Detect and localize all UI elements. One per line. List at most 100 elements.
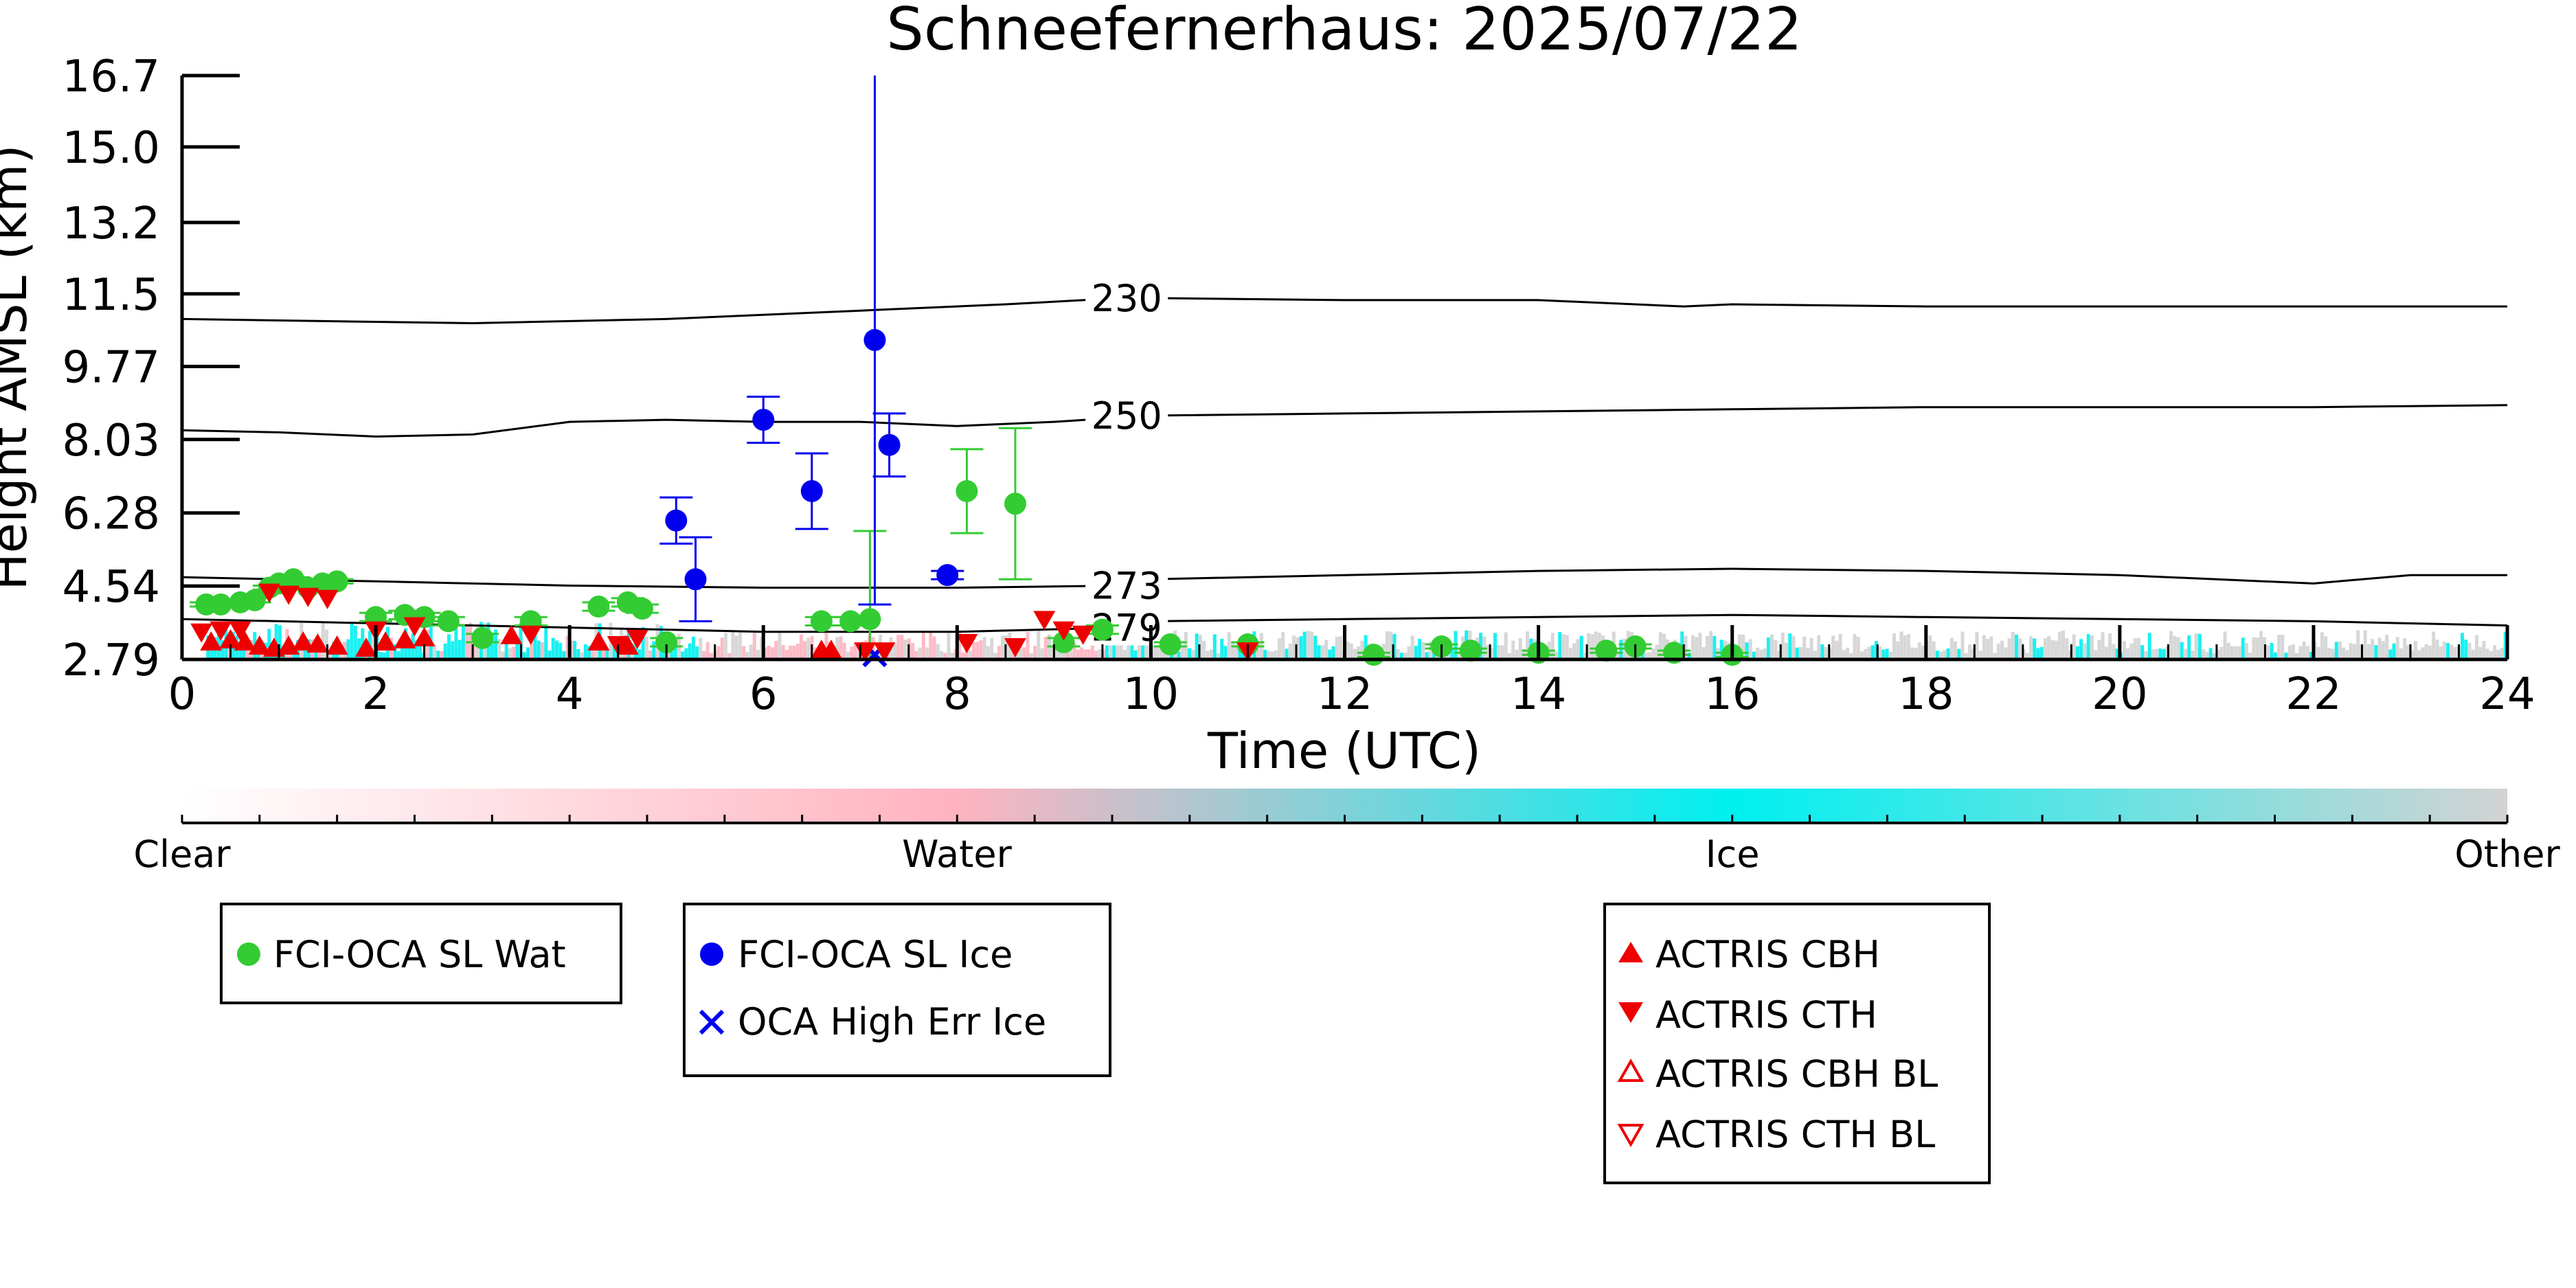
profile-strip <box>2180 642 2184 659</box>
profile-strip <box>2079 639 2083 659</box>
profile-strip <box>2018 638 2022 659</box>
profile-strip <box>839 636 843 659</box>
profile-strip <box>267 629 271 659</box>
profile-strip <box>846 651 850 659</box>
profile-strip <box>1867 646 1871 659</box>
profile-strip <box>1702 647 1706 659</box>
profile-strip <box>767 645 771 659</box>
profile-strip <box>1504 632 1508 659</box>
data-point <box>631 598 653 620</box>
profile-strip <box>2094 650 2098 659</box>
profile-strip <box>396 651 400 659</box>
profile-strip <box>522 652 526 659</box>
profile-strip <box>530 629 534 659</box>
profile-strip <box>1989 636 1993 659</box>
profile-strip <box>2047 635 2051 659</box>
profile-strip <box>806 637 811 659</box>
profile-strip <box>1813 651 1817 659</box>
profile-strip <box>939 651 943 659</box>
profile-strip <box>2334 642 2338 659</box>
data-point <box>587 596 610 618</box>
profile-strip <box>1561 634 1566 659</box>
profile-strip <box>1040 648 1044 659</box>
profile-strip <box>799 634 803 659</box>
contour-label-bg <box>1085 397 1168 433</box>
profile-strip <box>1288 643 1292 659</box>
data-point <box>1459 640 1482 662</box>
profile-strip <box>892 643 896 659</box>
profile-strip <box>1978 651 1982 659</box>
colorbar: Clear Water Ice Other <box>133 789 2560 876</box>
profile-strip <box>2202 649 2206 659</box>
profile-strip <box>2223 631 2227 659</box>
x-tick-label: 10 <box>1123 669 1179 720</box>
profile-strip <box>1122 649 1127 659</box>
legend-label-cbh-bl: ACTRIS CBH BL <box>1656 1052 1938 1096</box>
profile-strip <box>2061 631 2065 659</box>
contour-line <box>182 613 2507 633</box>
profile-strip <box>1349 643 1353 659</box>
profile-strip <box>1133 650 1138 659</box>
profile-strip <box>512 646 516 659</box>
profile-strip <box>2327 648 2331 659</box>
profile-strip <box>1029 653 1033 659</box>
y-tick-label: 15.0 <box>63 123 161 174</box>
profile-strip <box>1127 640 1131 659</box>
profile-strip <box>2025 653 2029 659</box>
profile-strip <box>554 640 558 659</box>
profile-strip <box>1803 636 1807 659</box>
profile-strip <box>691 636 695 659</box>
profile-strip <box>1590 634 1594 659</box>
profile-strip <box>903 639 907 659</box>
profile-strip <box>1076 649 1080 659</box>
profile-strip <box>2252 637 2256 659</box>
profile-strip <box>2126 648 2130 659</box>
profile-strip <box>918 647 922 659</box>
profile-strip <box>1651 648 1656 659</box>
profile-strip <box>673 642 677 659</box>
profile-strip <box>490 632 494 659</box>
data-point <box>243 589 266 611</box>
profile-strip <box>688 643 692 659</box>
profile-strip <box>1709 631 1713 659</box>
data-point <box>210 621 232 641</box>
profile-strip <box>1982 635 1986 659</box>
data-point <box>354 637 377 657</box>
profile-strip <box>1766 637 1770 659</box>
data-point <box>519 625 542 645</box>
profile-strip <box>1270 651 1274 659</box>
profile-strip <box>1026 631 1030 659</box>
profile-strip <box>2244 643 2248 659</box>
profile-strip <box>2295 653 2299 659</box>
profile-strip <box>1324 640 1329 659</box>
profile-strip <box>1306 631 1310 659</box>
data-markers <box>190 328 1743 668</box>
data-point <box>210 593 232 615</box>
legend-box <box>1603 903 1991 1184</box>
profile-strip <box>468 622 473 659</box>
profile-strip <box>533 624 537 659</box>
contour-label: 230 <box>1092 277 1162 320</box>
profile-strip <box>2136 637 2140 659</box>
profile-strip <box>1227 632 1231 659</box>
profile-strip <box>2194 633 2198 659</box>
profile-strip <box>1687 653 1691 659</box>
data-point <box>403 617 426 637</box>
x-tick-label: 2 <box>362 669 390 720</box>
profile-strip <box>1392 633 1397 659</box>
data-point <box>1595 640 1618 662</box>
profile-strip <box>1774 640 1778 659</box>
legend-marker-high-err <box>699 1009 725 1035</box>
profile-strip <box>2446 643 2450 659</box>
profile-strip <box>418 637 422 659</box>
data-point <box>326 570 348 593</box>
profile-strip <box>353 625 357 659</box>
profile-strip <box>1993 653 1997 659</box>
profile-strip <box>1220 638 1224 659</box>
profile-strip <box>1177 651 1181 659</box>
profile-strip <box>1691 635 1695 659</box>
profile-strip <box>1759 649 1763 659</box>
profile-strip <box>216 625 221 659</box>
profile-strip <box>1137 637 1141 659</box>
